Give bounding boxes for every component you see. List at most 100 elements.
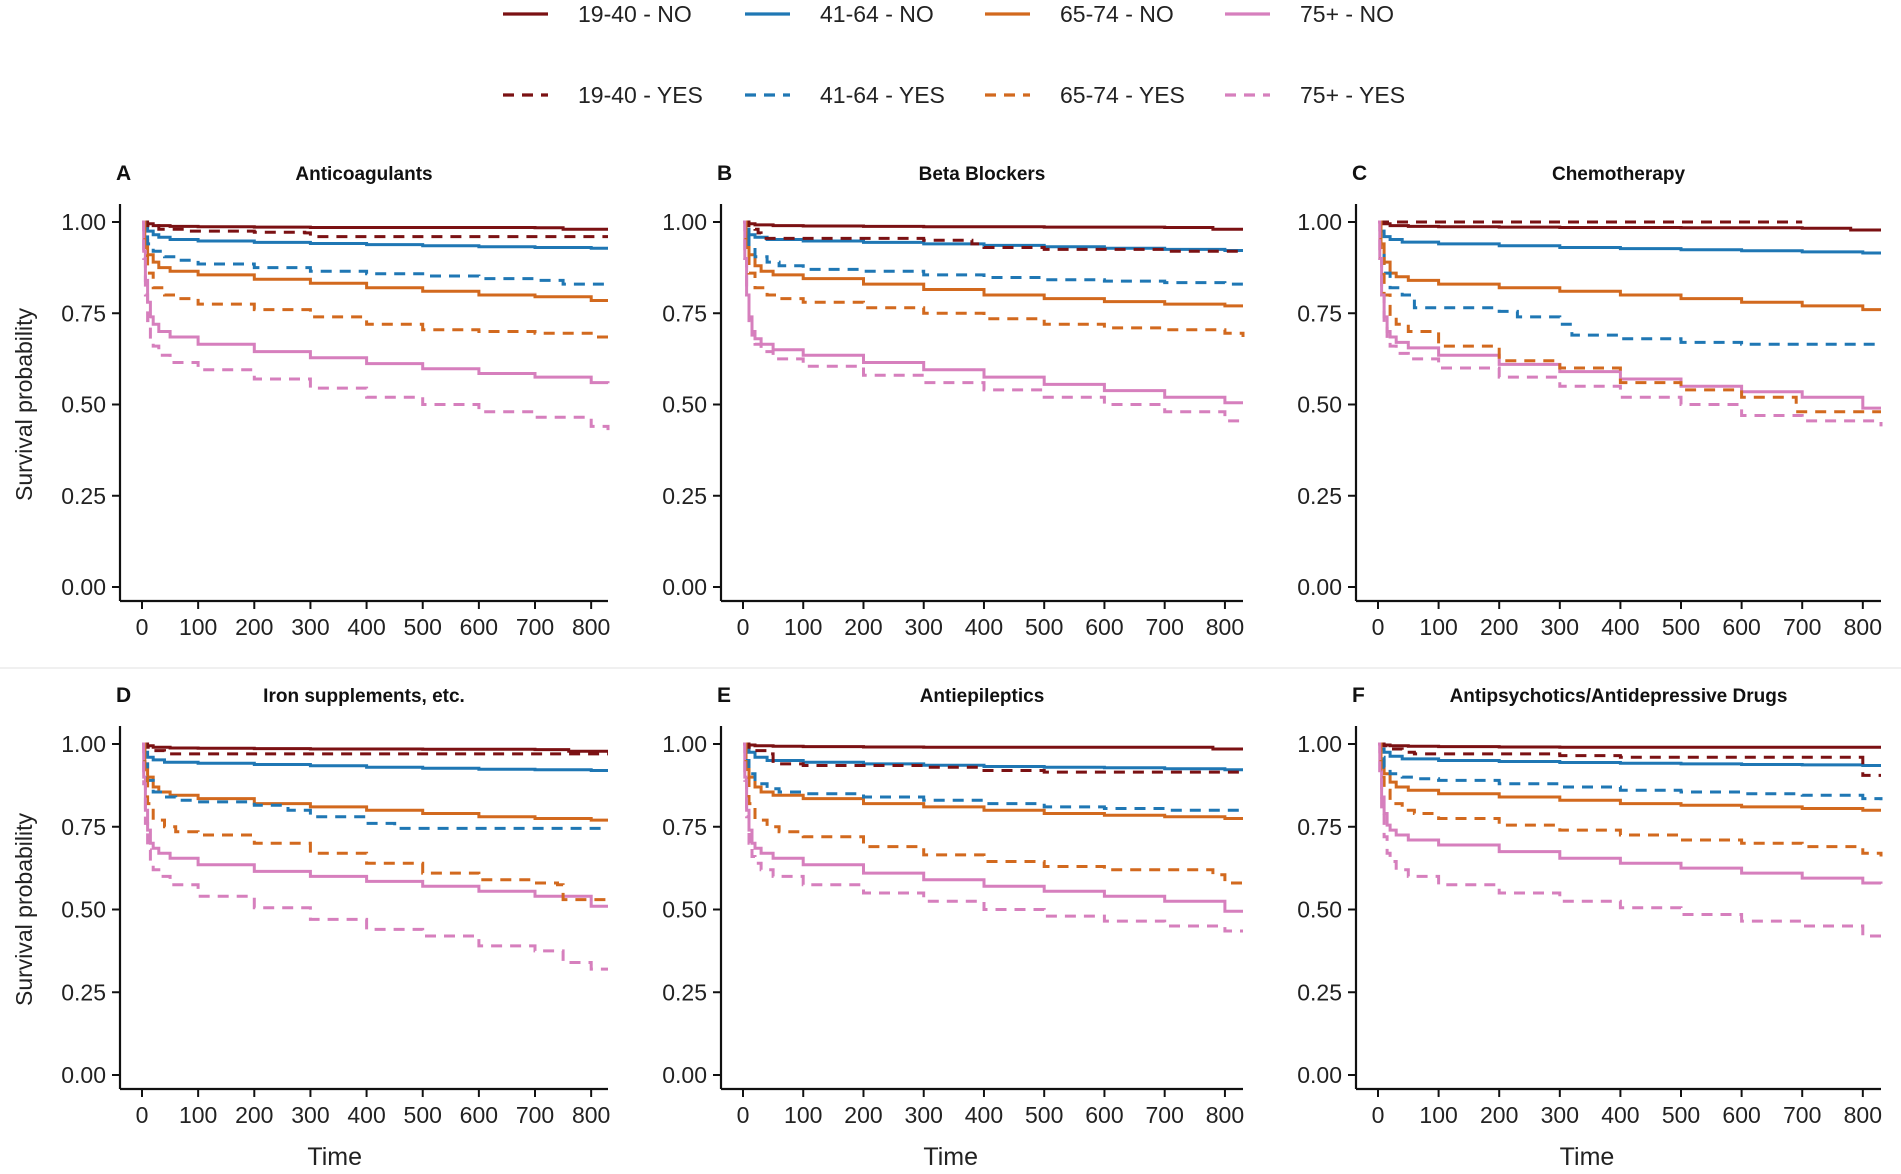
series-line-41-64-no	[142, 742, 608, 772]
y-tick-label: 0.75	[662, 814, 707, 840]
panel-letter: D	[116, 684, 131, 707]
legend-item-19-40-yes: 19-40 - YES	[503, 82, 703, 108]
x-tick-label: 200	[844, 1102, 882, 1128]
x-tick-label: 400	[347, 1102, 385, 1128]
x-tick-label: 0	[737, 614, 750, 640]
x-tick-label: 800	[1206, 614, 1244, 640]
legend-item-65-74-yes: 65-74 - YES	[985, 82, 1185, 108]
x-tick-label: 300	[291, 614, 329, 640]
legend-label: 75+ - YES	[1300, 82, 1405, 108]
series-group	[142, 220, 610, 431]
axes: 0.00 0.25 0.50 0.75 1.00 0 100 200 300 400 500 600 7…	[61, 726, 610, 1128]
y-tick-label: 0.25	[662, 979, 707, 1005]
series-line-75-yes	[1378, 220, 1883, 427]
series-line-41-64-yes	[743, 220, 1243, 286]
panel-title: Chemotherapy	[1552, 164, 1685, 185]
panel-title: Antiepileptics	[920, 686, 1045, 707]
legend-item-41-64-no: 41-64 - NO	[745, 1, 934, 27]
series-line-65-74-no	[142, 742, 608, 822]
y-tick-label: 0.75	[61, 300, 106, 326]
x-tick-label: 800	[1844, 1102, 1882, 1128]
y-tick-label: 0.50	[1297, 897, 1342, 923]
y-tick-label: 0.50	[61, 897, 106, 923]
series-line-41-64-yes	[1378, 742, 1883, 801]
x-tick-label: 0	[737, 1102, 750, 1128]
panel-letter: F	[1352, 684, 1365, 707]
x-tick-label: 700	[1783, 614, 1821, 640]
x-tick-label: 700	[516, 1102, 554, 1128]
x-tick-label: 200	[1480, 1102, 1518, 1128]
x-tick-label: 0	[1372, 1102, 1385, 1128]
x-tick-label: 100	[1419, 614, 1457, 640]
y-tick-label: 0.00	[1297, 1062, 1342, 1088]
series-line-65-74-no	[1378, 220, 1881, 312]
legend-item-65-74-no: 65-74 - NO	[985, 1, 1174, 27]
panel-title: Iron supplements, etc.	[263, 686, 465, 707]
x-tick-label: 500	[1025, 614, 1063, 640]
legend-label: 19-40 - NO	[578, 1, 692, 27]
series-group	[142, 742, 608, 971]
axes: 0.00 0.25 0.50 0.75 1.00 0 100 200 300 400 500 600 7…	[1297, 204, 1882, 640]
x-tick-label: 400	[347, 614, 385, 640]
x-tick-label: 600	[1722, 1102, 1760, 1128]
legend-item-19-40-no: 19-40 - NO	[503, 1, 692, 27]
series-line-75-no	[142, 742, 608, 908]
series-line-19-40-yes	[1378, 742, 1881, 777]
x-tick-label: 500	[404, 614, 442, 640]
x-tick-label: 800	[1206, 1102, 1244, 1128]
y-tick-label: 0.00	[61, 1062, 106, 1088]
series-line-75-yes	[142, 220, 610, 431]
x-tick-label: 300	[291, 1102, 329, 1128]
panel-letter: B	[717, 162, 732, 185]
x-tick-label: 400	[1601, 614, 1639, 640]
legend-label: 75+ - NO	[1300, 1, 1394, 27]
y-tick-label: 0.25	[1297, 979, 1342, 1005]
y-tick-label: 0.75	[1297, 300, 1342, 326]
x-tick-label: 600	[460, 1102, 498, 1128]
y-tick-label: 1.00	[1297, 731, 1342, 757]
series-line-75-yes	[743, 220, 1245, 423]
y-tick-label: 0.25	[662, 483, 707, 509]
y-tick-label: 0.50	[662, 897, 707, 923]
series-line-75-yes	[1378, 742, 1883, 940]
series-line-41-64-no	[743, 742, 1243, 772]
legend-item-75-no: 75+ - NO	[1225, 1, 1394, 27]
y-tick-label: 1.00	[662, 209, 707, 235]
y-axis-title: Survival probability	[11, 307, 37, 501]
series-line-65-74-yes	[743, 220, 1245, 337]
x-tick-label: 500	[1662, 1102, 1700, 1128]
series-line-19-40-yes	[743, 742, 1243, 774]
y-tick-label: 0.50	[1297, 392, 1342, 418]
y-tick-label: 1.00	[61, 731, 106, 757]
x-tick-label: 500	[404, 1102, 442, 1128]
x-tick-label: 300	[905, 1102, 943, 1128]
y-tick-label: 0.00	[61, 574, 106, 600]
series-line-41-64-no	[1378, 220, 1881, 255]
series-line-65-74-yes	[1378, 220, 1881, 414]
x-tick-label: 300	[1541, 614, 1579, 640]
legend-label: 41-64 - YES	[820, 82, 945, 108]
series-line-41-64-yes	[142, 220, 608, 286]
x-tick-label: 100	[179, 614, 217, 640]
x-tick-label: 500	[1025, 1102, 1063, 1128]
panel-a: A Anticoagulants 0.00 0.25 0.50 0.75 1.00 0 100 2…	[11, 162, 610, 640]
y-tick-label: 0.50	[61, 392, 106, 418]
axes: 0.00 0.25 0.50 0.75 1.00 0 100 200 300 400 500 600 7…	[662, 204, 1244, 640]
series-line-41-64-yes	[743, 742, 1243, 812]
series-line-41-64-no	[142, 220, 608, 250]
series-line-65-74-no	[1378, 742, 1881, 812]
series-group	[743, 220, 1245, 423]
x-tick-label: 300	[905, 614, 943, 640]
x-tick-label: 100	[179, 1102, 217, 1128]
y-tick-label: 0.75	[662, 300, 707, 326]
series-line-75-no	[142, 220, 610, 385]
y-tick-label: 0.00	[1297, 574, 1342, 600]
x-tick-label: 800	[572, 1102, 610, 1128]
series-line-41-64-yes	[1378, 220, 1881, 346]
x-tick-label: 200	[844, 614, 882, 640]
panel-title: Anticoagulants	[295, 164, 432, 185]
panel-d: D Iron supplements, etc. 0.00 0.25 0.50 0.75 1…	[11, 684, 610, 1171]
x-tick-label: 300	[1541, 1102, 1579, 1128]
x-tick-label: 200	[1480, 614, 1518, 640]
